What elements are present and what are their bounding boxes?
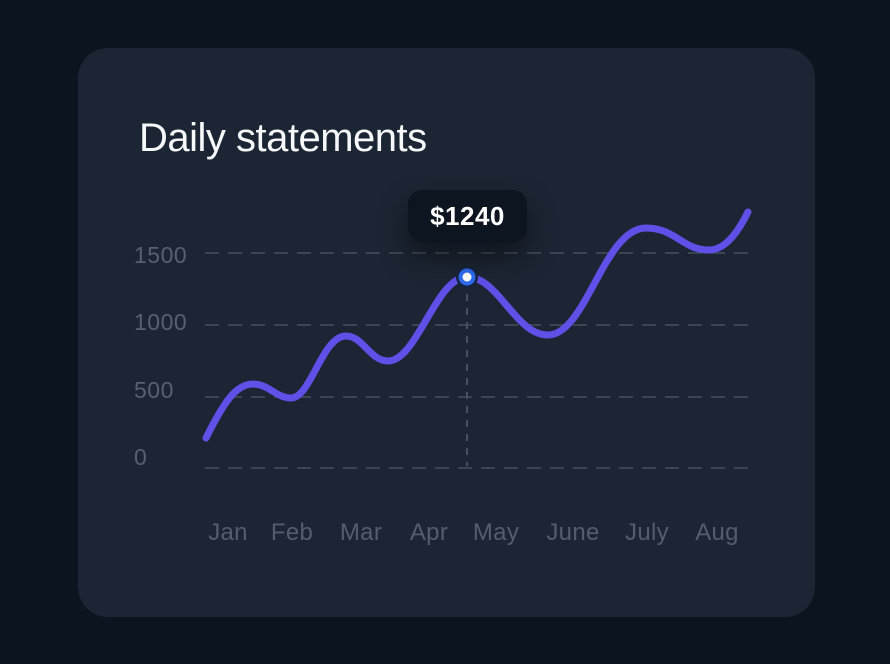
x-axis-label-aug: Aug [695, 519, 739, 546]
data-point-marker[interactable] [456, 266, 478, 288]
marker-core [462, 272, 472, 282]
value-tooltip: $1240 [408, 190, 527, 242]
y-axis-label-1500: 1500 [134, 242, 188, 268]
y-axis-label-1000: 1000 [134, 309, 188, 335]
x-axis-label-june: June [546, 519, 600, 546]
x-axis-label-apr: Apr [409, 519, 449, 546]
x-axis-label-feb: Feb [270, 519, 314, 546]
y-axis-label-0: 0 [134, 444, 148, 470]
statements-line[interactable] [202, 208, 752, 442]
y-axis-label-500: 500 [134, 377, 174, 403]
x-axis-label-july: July [625, 519, 669, 546]
chart-title: Daily statements [139, 116, 427, 160]
x-axis-label-may: May [472, 519, 520, 546]
x-axis-label-jan: Jan [208, 519, 248, 546]
x-axis-label-mar: Mar [339, 519, 383, 546]
daily-statements-card [78, 48, 815, 617]
